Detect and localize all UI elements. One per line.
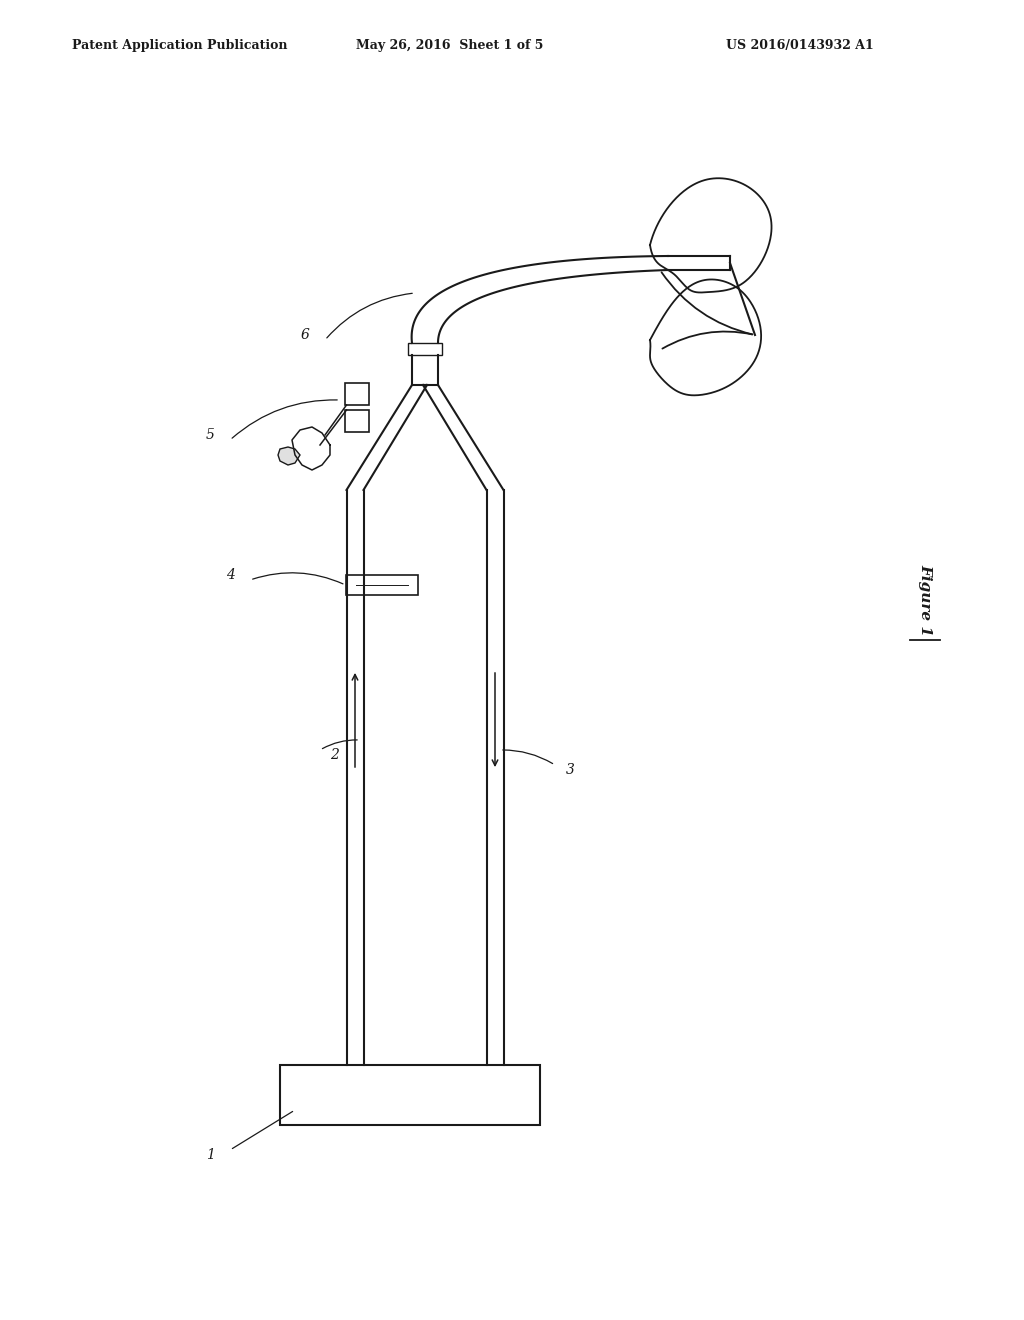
Text: May 26, 2016  Sheet 1 of 5: May 26, 2016 Sheet 1 of 5 (356, 38, 544, 51)
Text: 1: 1 (206, 1148, 214, 1162)
Bar (408, 343, 442, 355)
Bar (344, 411, 369, 432)
Bar (344, 383, 369, 405)
Text: 2: 2 (331, 748, 339, 762)
Text: Figure 1: Figure 1 (918, 564, 932, 636)
Text: Patent Application Publication: Patent Application Publication (73, 38, 288, 51)
Polygon shape (278, 447, 300, 465)
Bar (280, 1065, 540, 1125)
Bar (345, 576, 418, 595)
Text: US 2016/0143932 A1: US 2016/0143932 A1 (726, 38, 873, 51)
Text: 3: 3 (565, 763, 574, 777)
Text: 5: 5 (206, 428, 214, 442)
Text: 4: 4 (225, 568, 234, 582)
Text: 6: 6 (301, 327, 309, 342)
